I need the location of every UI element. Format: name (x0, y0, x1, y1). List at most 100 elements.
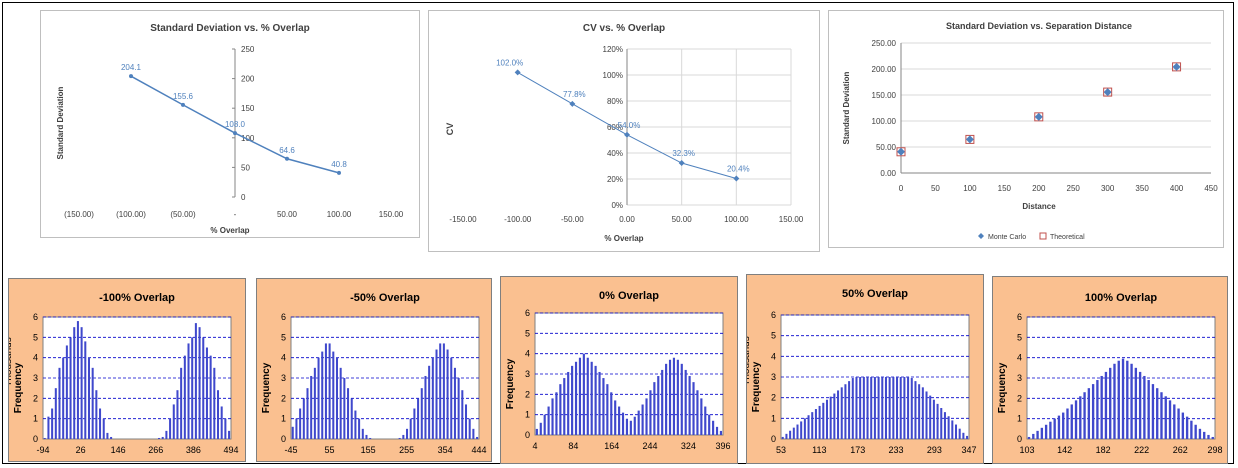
data-point (181, 102, 185, 107)
histogram-bar (158, 437, 161, 439)
y-tick-label: 150.00 (872, 91, 897, 100)
data-label: 20.4% (727, 164, 750, 173)
y-tick-label: 3 (525, 369, 530, 379)
unit-label: Thousands (747, 336, 752, 385)
histogram-bar (453, 367, 456, 439)
histogram-bar (1032, 433, 1035, 439)
histogram-bar (848, 381, 851, 439)
histogram-bar (169, 418, 172, 439)
legend-theoretical-marker (1039, 232, 1047, 240)
legend-monte-carlo-label: Monte Carlo (988, 234, 1026, 241)
y-axis-label: Frequency (261, 362, 272, 413)
histogram-bar (350, 398, 353, 439)
histogram-bar (361, 428, 364, 439)
legend-theoretical-label: Theoretical (1050, 234, 1085, 241)
y-tick-label: 80% (607, 97, 623, 106)
chart-title: 0% Overlap (599, 290, 659, 302)
histogram-bar (665, 363, 668, 435)
histogram-bar (198, 327, 201, 439)
y-tick-label: 0.00 (880, 169, 896, 178)
y-tick-label: 6 (33, 312, 38, 322)
histogram-bar (54, 388, 57, 439)
histogram-bar (343, 378, 346, 439)
histogram-bar (873, 377, 876, 439)
histogram-bar (161, 436, 164, 439)
histogram-bar (1126, 360, 1129, 439)
histogram-bar (645, 398, 648, 435)
y-tick-label: 50 (241, 163, 250, 172)
monte-carlo-point (1103, 88, 1112, 97)
data-label: 54.0% (618, 121, 641, 130)
histogram-bar (220, 406, 223, 439)
y-tick-label: 250.00 (872, 39, 897, 48)
y-tick-label: 4 (525, 349, 530, 359)
histogram-bar (907, 377, 910, 439)
histogram-bar (191, 337, 194, 439)
histogram-bar (1156, 388, 1159, 439)
histogram-bar (1091, 384, 1095, 439)
x-tick-label: 444 (471, 445, 486, 455)
x-tick-label: 50 (931, 184, 940, 193)
y-tick-label: 3 (281, 373, 286, 383)
x-tick-label: 100.00 (724, 215, 749, 224)
histogram-bar (165, 430, 168, 439)
histogram-bar (932, 399, 935, 439)
y-tick-label: 0 (281, 434, 286, 444)
histogram-bar (870, 377, 873, 439)
histogram-bar (574, 361, 578, 435)
histogram-bar (1049, 421, 1052, 439)
histogram-bar (1057, 415, 1061, 439)
y-tick-label: 50.00 (876, 143, 897, 152)
histogram-bar (822, 402, 825, 439)
histogram-bar (1040, 427, 1044, 439)
y-tick-label: 1 (1017, 414, 1022, 424)
histogram-bar (413, 408, 416, 439)
y-tick-label: 3 (33, 373, 38, 383)
chart-title: Standard Deviation vs. % Overlap (150, 23, 310, 34)
histogram-bar (668, 359, 672, 435)
x-tick-label: 113 (812, 445, 826, 455)
chart-title: Standard Deviation vs. Separation Distan… (946, 21, 1132, 31)
data-label: 155.6 (173, 92, 194, 101)
histogram-bar (672, 357, 676, 435)
y-tick-label: 2 (33, 393, 38, 403)
histogram-bar (1147, 380, 1150, 439)
legend: Monte Carlo Theoretical (978, 232, 1085, 241)
x-tick-label: 100 (963, 184, 977, 193)
legend-monte-carlo-marker (978, 233, 984, 239)
x-tick-label: 233 (889, 445, 904, 455)
histogram-bar (829, 396, 832, 439)
histogram-bar (1160, 392, 1163, 439)
x-tick-label: 150.00 (379, 210, 404, 219)
y-tick-label: 100% (603, 71, 623, 80)
histogram-bar (476, 436, 479, 439)
histogram-bar (914, 381, 917, 439)
histogram-bar (789, 430, 792, 439)
data-point (514, 69, 521, 76)
histogram-bar (719, 430, 723, 435)
x-tick-label: 386 (186, 445, 201, 455)
data-point (569, 100, 576, 107)
histogram-bar (1066, 408, 1069, 439)
histogram-bar (1083, 392, 1086, 439)
histogram-bar (187, 343, 190, 439)
histogram-bar (291, 426, 294, 439)
histogram-bar (943, 412, 946, 439)
x-tick-label: 450 (1204, 184, 1218, 193)
histogram-bar (183, 355, 186, 439)
histogram-bar (464, 404, 468, 439)
x-tick-label: 262 (1173, 445, 1188, 455)
chart-svg: 0% Overlap 0 1 2 3 4 5 6 4 84 164 244 324 396 Frequenc… (505, 290, 731, 451)
histogram-bar (925, 391, 928, 439)
data-point (233, 131, 237, 136)
x-tick-label: 350 (1135, 184, 1149, 193)
histogram-bar (947, 416, 950, 439)
histogram-bar (95, 390, 98, 439)
y-axis-label: Standard Deviation (842, 71, 851, 144)
histogram-bar (106, 432, 109, 439)
histogram-bar (688, 376, 691, 435)
x-tick-label: -94 (36, 445, 49, 455)
histogram-bar (657, 376, 660, 435)
histogram-bar (1109, 367, 1112, 439)
x-tick-label: 164 (604, 441, 619, 451)
